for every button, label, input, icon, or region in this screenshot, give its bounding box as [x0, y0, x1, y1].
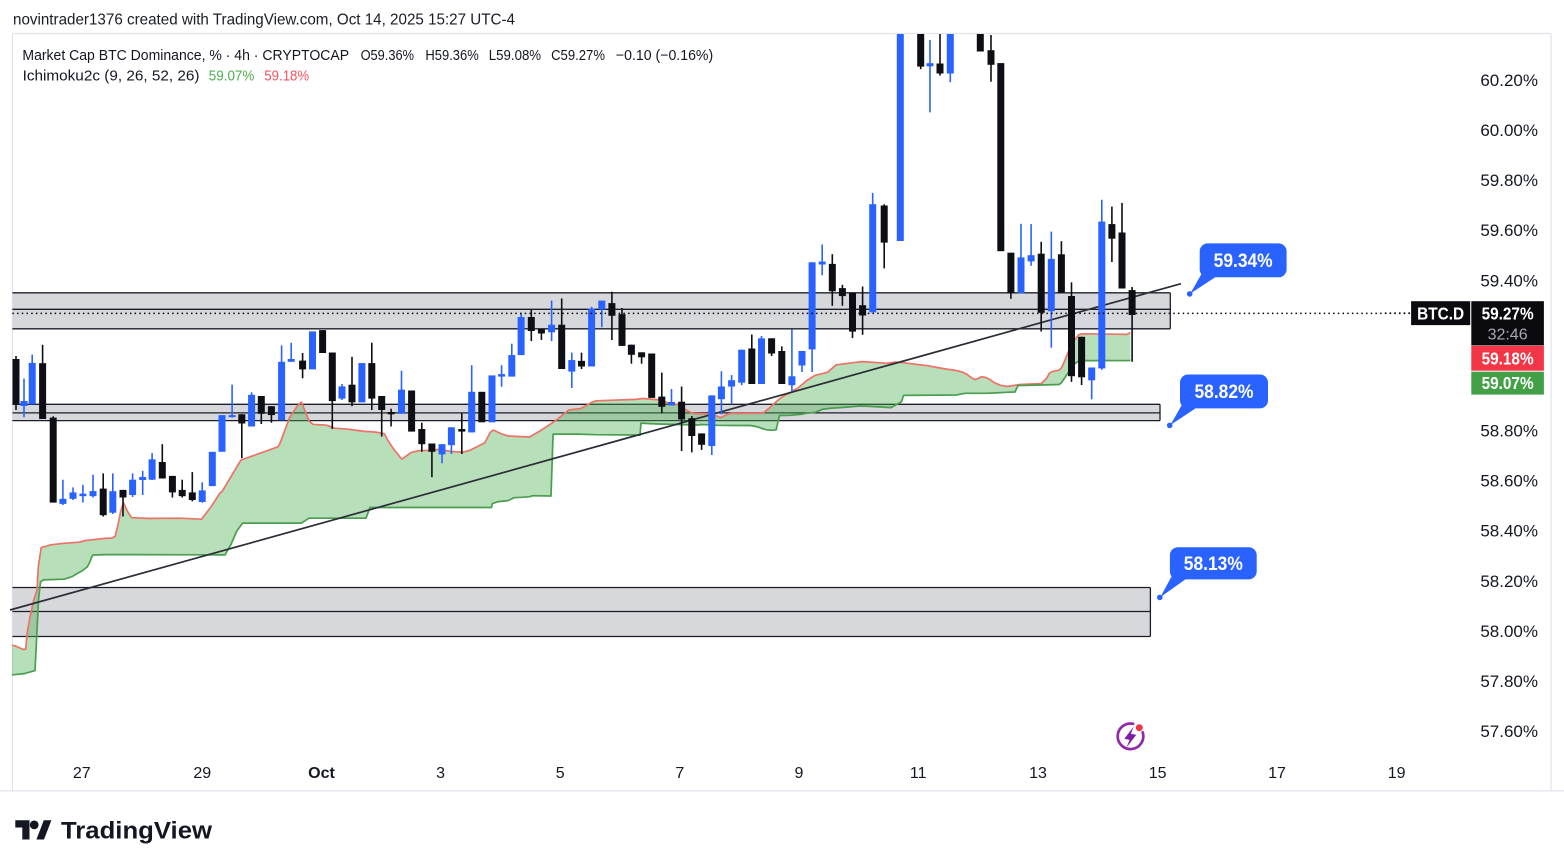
svg-text:−0.10 (−0.16%): −0.10 (−0.16%) [616, 48, 713, 64]
svg-text:17: 17 [1268, 765, 1286, 782]
svg-text:59.60%: 59.60% [1480, 221, 1538, 240]
svg-text:60.00%: 60.00% [1480, 121, 1538, 140]
svg-text:57.80%: 57.80% [1480, 672, 1538, 691]
svg-text:BTC.D: BTC.D [1417, 304, 1464, 324]
svg-text:29: 29 [193, 765, 211, 782]
svg-text:32:46: 32:46 [1488, 326, 1528, 343]
svg-text:7: 7 [675, 765, 684, 782]
svg-text:O59.36%: O59.36% [361, 48, 414, 64]
svg-text:C59.27%: C59.27% [551, 48, 605, 64]
svg-text:58.82%: 58.82% [1195, 382, 1254, 403]
svg-text:27: 27 [73, 765, 91, 782]
svg-text:58.40%: 58.40% [1480, 522, 1538, 541]
svg-text:58.60%: 58.60% [1480, 472, 1538, 491]
svg-text:Oct: Oct [308, 765, 335, 782]
svg-text:19: 19 [1388, 765, 1406, 782]
svg-text:11: 11 [910, 765, 927, 782]
svg-text:59.07%: 59.07% [1482, 373, 1534, 393]
svg-text:13: 13 [1029, 765, 1047, 782]
svg-text:L59.08%: L59.08% [489, 48, 541, 64]
svg-text:Market Cap BTC Dominance, % ·: Market Cap BTC Dominance, % · 4h · CRYPT… [22, 48, 349, 64]
svg-text:novintrader1376 created with T: novintrader1376 created with TradingView… [13, 12, 515, 29]
svg-text:59.40%: 59.40% [1480, 271, 1538, 290]
svg-text:H59.36%: H59.36% [425, 48, 478, 64]
svg-text:58.00%: 58.00% [1480, 622, 1538, 641]
svg-text:59.27%: 59.27% [1482, 304, 1534, 324]
svg-text:58.80%: 58.80% [1480, 422, 1538, 441]
svg-text:59.07%: 59.07% [209, 69, 255, 85]
svg-text:58.20%: 58.20% [1480, 572, 1538, 591]
svg-text:59.18%: 59.18% [1482, 349, 1534, 369]
svg-text:3: 3 [436, 765, 445, 782]
svg-text:Ichimoku2c (9, 26, 52, 26): Ichimoku2c (9, 26, 52, 26) [23, 69, 200, 85]
svg-text:5: 5 [556, 765, 565, 782]
svg-text:60.20%: 60.20% [1480, 71, 1538, 90]
svg-text:TradingView: TradingView [61, 818, 213, 845]
svg-text:57.60%: 57.60% [1480, 722, 1538, 741]
svg-text:9: 9 [795, 765, 804, 782]
svg-text:15: 15 [1149, 765, 1167, 782]
svg-text:59.18%: 59.18% [264, 69, 309, 85]
svg-text:59.80%: 59.80% [1480, 171, 1538, 190]
svg-text:59.34%: 59.34% [1214, 251, 1273, 272]
svg-text:58.13%: 58.13% [1184, 554, 1243, 575]
